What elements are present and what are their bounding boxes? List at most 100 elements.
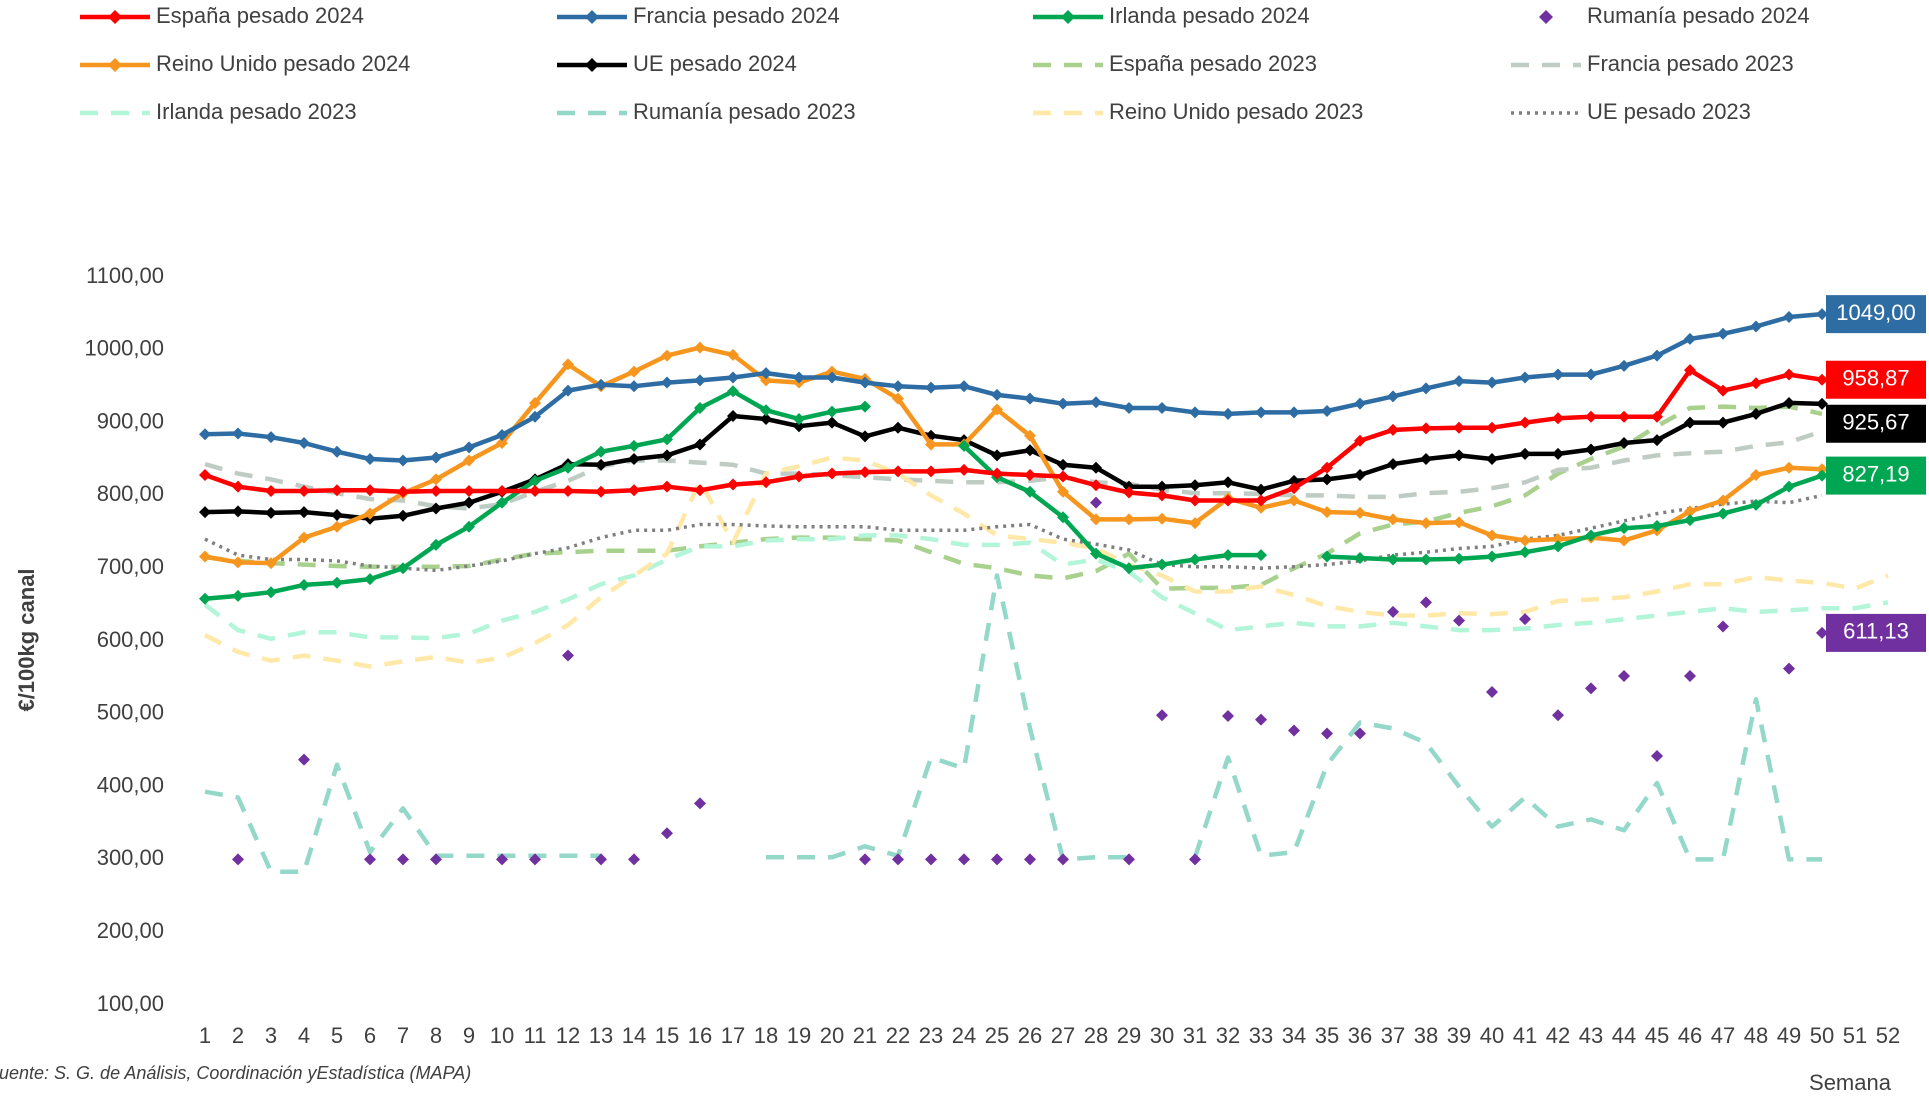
x-tick-label: 9 — [463, 1023, 475, 1048]
legend-item: España pesado 2024 — [80, 3, 364, 28]
data-point — [1618, 522, 1630, 535]
x-tick-label: 2 — [232, 1023, 244, 1048]
data-point — [1816, 469, 1828, 482]
data-point — [595, 853, 607, 866]
data-point — [892, 853, 904, 866]
data-point — [232, 853, 244, 866]
x-tick-label: 41 — [1513, 1023, 1537, 1048]
x-tick-label: 31 — [1183, 1023, 1207, 1048]
data-point — [562, 384, 574, 397]
legend-item: Francia pesado 2024 — [557, 3, 840, 28]
data-point — [760, 404, 772, 417]
data-point — [1387, 423, 1399, 436]
data-point — [232, 427, 244, 440]
data-point — [1453, 516, 1465, 529]
data-point — [859, 466, 871, 479]
legend-item: Rumanía pesado 2023 — [557, 99, 856, 124]
data-point — [1354, 727, 1366, 740]
data-point — [1684, 505, 1696, 518]
data-point — [1354, 434, 1366, 447]
data-point — [595, 458, 607, 471]
data-point — [1090, 479, 1102, 492]
data-point — [1552, 412, 1564, 425]
data-point — [1255, 713, 1267, 726]
data-point — [1057, 470, 1069, 483]
data-point — [991, 388, 1003, 401]
legend-marker — [1539, 10, 1553, 24]
x-tick-label: 6 — [364, 1023, 376, 1048]
data-point — [628, 484, 640, 497]
source-note: Fuente: S. G. de Análisis, Coordinación … — [0, 1063, 471, 1083]
value-label: 925,67 — [1826, 404, 1926, 443]
data-point — [562, 649, 574, 662]
data-point — [1585, 443, 1597, 456]
series-line — [204, 573, 1822, 875]
data-point — [1552, 709, 1564, 722]
data-point — [760, 412, 772, 425]
data-point — [859, 376, 871, 389]
data-point — [1486, 421, 1498, 434]
x-tick-label: 15 — [655, 1023, 679, 1048]
data-point — [430, 473, 442, 486]
data-point — [1585, 410, 1597, 423]
x-tick-label: 10 — [490, 1023, 514, 1048]
data-point — [331, 576, 343, 589]
x-tick-label: 40 — [1480, 1023, 1504, 1048]
data-point — [1651, 750, 1663, 763]
x-tick-label: 44 — [1612, 1023, 1636, 1048]
data-point — [1651, 349, 1663, 362]
data-point — [232, 505, 244, 518]
y-tick-label: 800,00 — [97, 481, 164, 506]
data-point — [1090, 513, 1102, 526]
data-point — [1255, 494, 1267, 507]
data-point — [1750, 407, 1762, 420]
data-point — [760, 476, 772, 489]
data-point — [925, 853, 937, 866]
y-axis-label: €/100kg canal — [14, 568, 39, 711]
data-point — [529, 485, 541, 498]
data-point — [265, 586, 277, 599]
data-point — [1717, 507, 1729, 520]
y-tick-label: 300,00 — [97, 845, 164, 870]
x-tick-label: 37 — [1381, 1023, 1405, 1048]
data-point — [1453, 552, 1465, 565]
data-point — [892, 392, 904, 405]
data-point — [1024, 429, 1036, 442]
y-tick-label: 900,00 — [97, 408, 164, 433]
data-point — [1783, 662, 1795, 675]
data-point — [1783, 311, 1795, 324]
data-point — [1255, 406, 1267, 419]
data-point — [1123, 853, 1135, 866]
legend-label: España pesado 2024 — [156, 3, 364, 28]
legend-label: UE pesado 2023 — [1587, 99, 1751, 124]
data-point — [199, 506, 211, 519]
data-point — [1387, 390, 1399, 403]
value-label-box — [1826, 456, 1926, 495]
x-tick-label: 43 — [1579, 1023, 1603, 1048]
data-point — [298, 578, 310, 591]
data-point — [760, 374, 772, 387]
value-label: 611,13 — [1826, 613, 1926, 652]
data-point — [298, 753, 310, 766]
data-point — [793, 371, 805, 384]
value-label-box — [1826, 404, 1926, 443]
data-point — [1123, 513, 1135, 526]
legend-label: España pesado 2023 — [1109, 51, 1317, 76]
data-point — [1552, 368, 1564, 381]
data-point — [232, 556, 244, 569]
data-point — [1090, 461, 1102, 474]
data-point — [1189, 494, 1201, 507]
x-tick-label: 50 — [1810, 1023, 1834, 1048]
data-point — [1057, 397, 1069, 410]
data-point — [1057, 458, 1069, 471]
data-point — [1618, 669, 1630, 682]
data-point — [265, 431, 277, 444]
data-point — [661, 480, 673, 493]
data-point — [628, 439, 640, 452]
legend-item: Francia pesado 2023 — [1511, 51, 1794, 76]
data-point — [1420, 596, 1432, 609]
x-tick-label: 3 — [265, 1023, 277, 1048]
data-point — [364, 507, 376, 520]
data-point — [694, 438, 706, 451]
data-point — [859, 400, 871, 413]
